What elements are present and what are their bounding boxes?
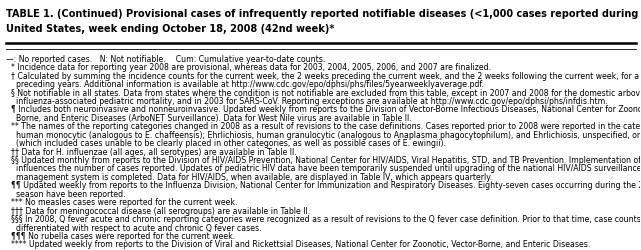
Text: differentiated with respect to acute and chronic Q fever cases.: differentiated with respect to acute and… (6, 223, 262, 232)
Text: ††† Data for meningococcal disease (all serogroups) are available in Table II.: ††† Data for meningococcal disease (all … (6, 206, 311, 215)
Text: § Not notifiable in all states. Data from states where the condition is not noti: § Not notifiable in all states. Data fro… (6, 88, 641, 97)
Text: ¶ Includes both neuroinvasive and nonneuroinvasive. Updated weekly from reports : ¶ Includes both neuroinvasive and nonneu… (6, 105, 641, 114)
Text: ** The names of the reporting categories changed in 2008 as a result of revision: ** The names of the reporting categories… (6, 122, 641, 131)
Text: §§§ In 2008, Q fever acute and chronic reporting categories were recognized as a: §§§ In 2008, Q fever acute and chronic r… (6, 214, 641, 223)
Text: human monocytic (analogous to E. chaffeensis); Ehrlichiosis, human granulocytic : human monocytic (analogous to E. chaffee… (6, 130, 641, 139)
Text: season have been reported.: season have been reported. (6, 189, 126, 198)
Text: ¶¶ Updated weekly from reports to the Influenza Division, National Center for Im: ¶¶ Updated weekly from reports to the In… (6, 181, 641, 190)
Text: preceding years. Additional information is available at http://www.cdc.gov/epo/d: preceding years. Additional information … (6, 80, 485, 89)
Text: influenza-associated pediatric mortality, and in 2003 for SARS-CoV. Reporting ex: influenza-associated pediatric mortality… (6, 96, 608, 106)
Text: §§ Updated monthly from reports to the Division of HIV/AIDS Prevention, National: §§ Updated monthly from reports to the D… (6, 156, 641, 164)
Text: ¶¶¶ No rubella cases were reported for the current week.: ¶¶¶ No rubella cases were reported for t… (6, 231, 236, 240)
Text: management system is completed. Data for HIV/AIDS, when available, are displayed: management system is completed. Data for… (6, 172, 493, 181)
Text: TABLE 1. (Continued) Provisional cases of infrequently reported notifiable disea: TABLE 1. (Continued) Provisional cases o… (6, 9, 641, 19)
Text: (which included cases unable to be clearly placed in other categories, as well a: (which included cases unable to be clear… (6, 138, 447, 147)
Text: influences the number of cases reported. Updates of pediatric HIV data have been: influences the number of cases reported.… (6, 164, 641, 173)
Text: —: No reported cases.   N: Not notifiable.    Cum: Cumulative year-to-date count: —: No reported cases. N: Not notifiable.… (6, 54, 326, 64)
Text: †† Data for H. influenzae (all ages, all serotypes) are available in Table II.: †† Data for H. influenzae (all ages, all… (6, 147, 297, 156)
Text: *** No measles cases were reported for the current week.: *** No measles cases were reported for t… (6, 198, 238, 206)
Text: Borne, and Enteric Diseases (ArboNET Surveillance). Data for West Nile virus are: Borne, and Enteric Diseases (ArboNET Sur… (6, 114, 412, 122)
Text: **** Updated weekly from reports to the Division of Viral and Rickettsial Diseas: **** Updated weekly from reports to the … (6, 240, 591, 248)
Text: United States, week ending October 18, 2008 (42nd week)*: United States, week ending October 18, 2… (6, 24, 335, 34)
Text: * Incidence data for reporting year 2008 are provisional, whereas data for 2003,: * Incidence data for reporting year 2008… (6, 63, 492, 72)
Text: † Calculated by summing the incidence counts for the current week, the 2 weeks p: † Calculated by summing the incidence co… (6, 71, 641, 80)
